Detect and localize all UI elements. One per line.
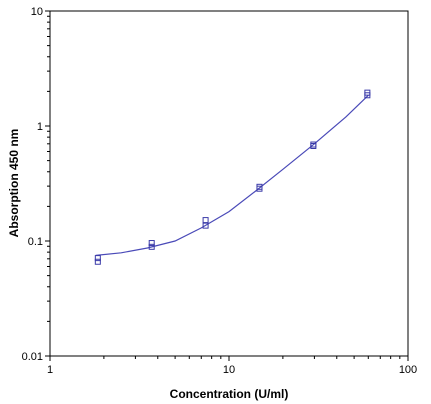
plot-area-frame [49, 10, 409, 357]
data-point [148, 243, 155, 250]
y-tick-label: 10 [31, 6, 43, 18]
y-tick-label: 0.01 [22, 351, 43, 363]
data-point [364, 89, 371, 96]
fit-curve [95, 94, 369, 256]
data-point [94, 258, 101, 265]
x-axis-title: Concentration (U/ml) [170, 387, 289, 401]
x-tick-label: 1 [47, 364, 53, 376]
data-point [94, 255, 101, 262]
x-tick-label: 10 [223, 364, 235, 376]
data-point [202, 217, 209, 224]
x-tick-label: 100 [399, 364, 417, 376]
y-axis-title: Absorption 450 nm [7, 129, 21, 238]
data-point [148, 240, 155, 247]
data-point [202, 222, 209, 229]
data-points [94, 89, 371, 265]
x-axis: 1 10 100 [47, 356, 417, 376]
y-axis: 0.01 0.1 1 10 [22, 6, 50, 363]
data-point [310, 141, 317, 148]
y-tick-label: 0.1 [28, 236, 43, 248]
data-point [256, 183, 263, 190]
y-tick-label: 1 [37, 121, 43, 133]
